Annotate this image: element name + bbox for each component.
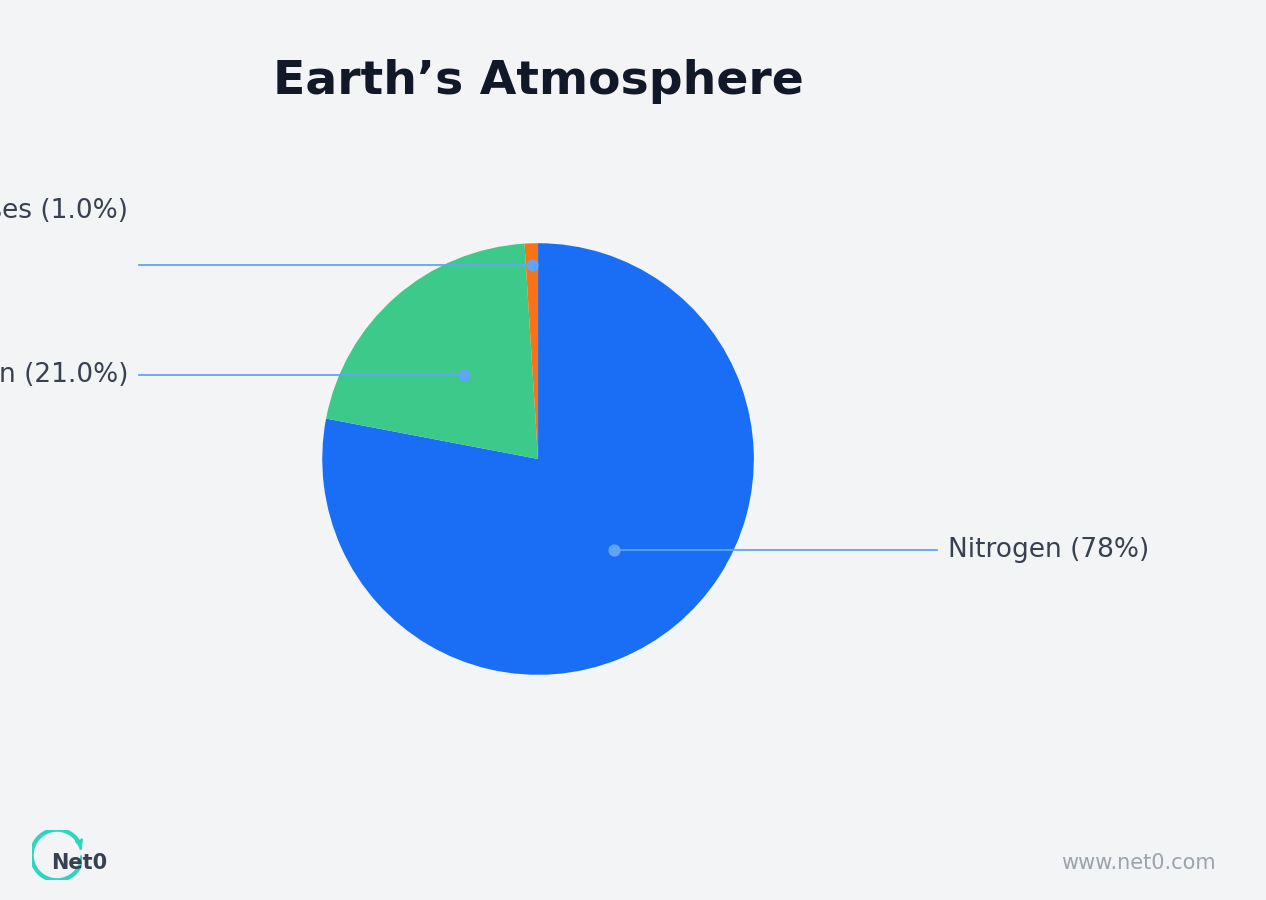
- Text: www.net0.com: www.net0.com: [1061, 853, 1215, 873]
- Wedge shape: [524, 243, 538, 459]
- Point: [522, 257, 542, 272]
- Text: Nitrogen (78%): Nitrogen (78%): [948, 537, 1150, 563]
- Point: [604, 544, 624, 558]
- Text: Net0: Net0: [51, 853, 106, 873]
- Text: Oxygen (21.0%): Oxygen (21.0%): [0, 362, 128, 388]
- Title: Earth’s Atmosphere: Earth’s Atmosphere: [272, 58, 804, 104]
- Text: Other gases (1.0%): Other gases (1.0%): [0, 198, 128, 224]
- Wedge shape: [323, 243, 753, 675]
- Point: [453, 367, 473, 382]
- Wedge shape: [327, 244, 538, 459]
